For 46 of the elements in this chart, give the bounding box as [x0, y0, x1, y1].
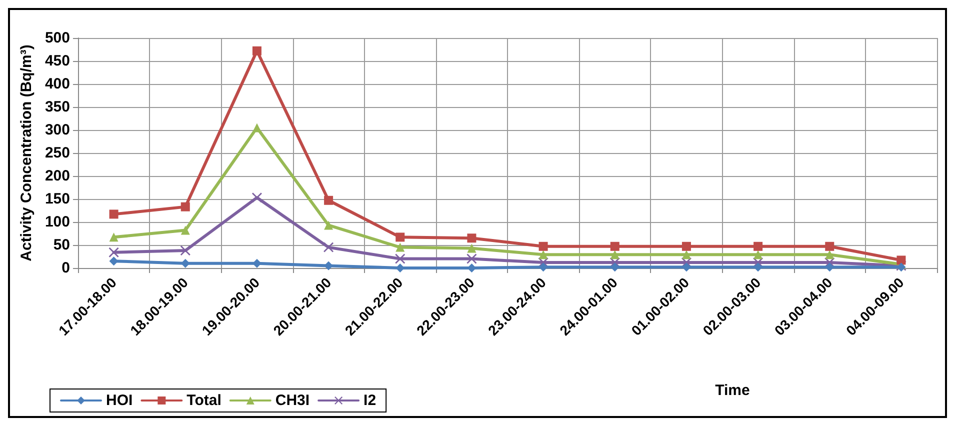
y-tick-label: 0 [62, 260, 70, 276]
point [538, 242, 548, 251]
y-tick-label: 450 [44, 52, 70, 70]
y-axis-title: Activity Concentration (Bq/m³) [18, 44, 35, 262]
legend-label: I2 [364, 392, 376, 409]
point [538, 250, 548, 260]
y-tick-label: 50 [53, 236, 70, 254]
point [324, 196, 334, 205]
point [396, 232, 405, 242]
point [395, 254, 406, 264]
point [610, 250, 620, 260]
point [467, 244, 476, 253]
y-tick-label: 500 [44, 30, 70, 46]
y-tick-label: 400 [44, 76, 70, 92]
point [825, 250, 834, 260]
point [108, 247, 119, 258]
point [252, 123, 262, 132]
y-tick-label: 300 [44, 122, 70, 138]
point [825, 242, 834, 251]
point [180, 226, 190, 235]
point [896, 256, 906, 265]
y-tick-label: 350 [44, 98, 70, 116]
point [252, 46, 262, 56]
point [396, 242, 405, 252]
y-tick-label: 250 [44, 144, 70, 162]
point [754, 250, 763, 260]
point [467, 234, 476, 243]
point [180, 246, 190, 256]
legend-label: CH3I [275, 392, 310, 409]
legend-label: HOI [106, 392, 133, 409]
y-tick-label: 150 [44, 190, 70, 208]
point [610, 242, 620, 251]
legend-label: Total [186, 392, 222, 409]
point [109, 210, 118, 219]
point [324, 242, 334, 252]
point [252, 192, 262, 203]
point [324, 220, 334, 230]
point [466, 254, 477, 264]
point [682, 242, 691, 251]
y-tick-label: 200 [44, 168, 70, 184]
point [682, 250, 691, 260]
x-axis-title: Time [715, 382, 750, 399]
point [180, 202, 190, 212]
point [109, 232, 118, 242]
point [754, 242, 763, 251]
y-tick-label: 100 [44, 214, 70, 230]
